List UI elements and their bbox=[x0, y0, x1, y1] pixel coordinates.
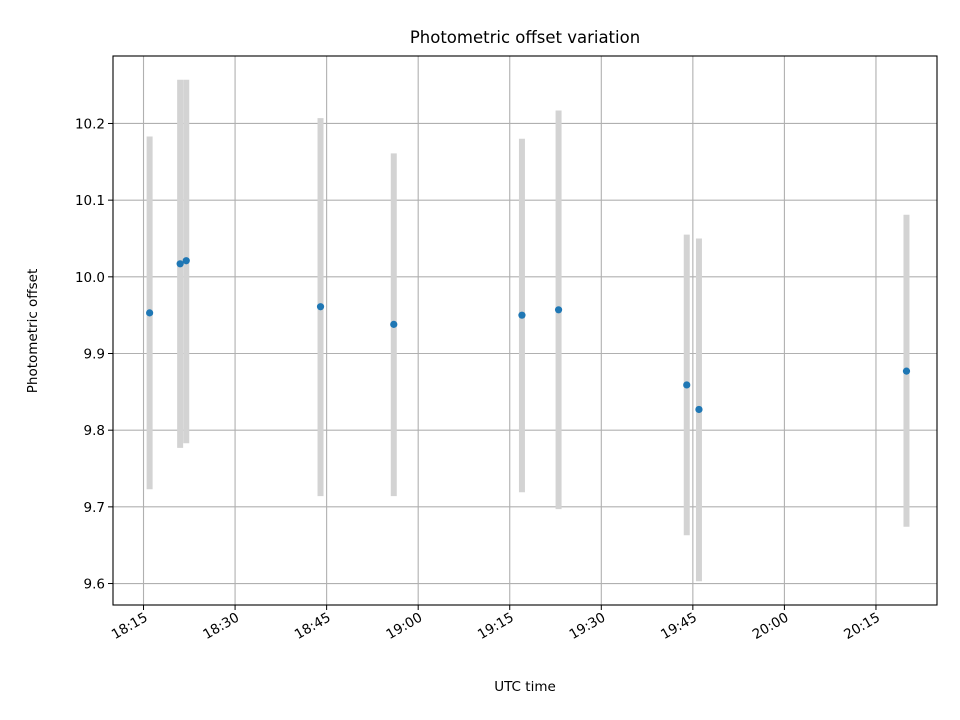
data-point bbox=[902, 367, 911, 375]
y-tick-label: 9.8 bbox=[84, 423, 105, 439]
data-point bbox=[316, 303, 325, 311]
data-point bbox=[683, 381, 691, 389]
y-tick-label: 9.6 bbox=[84, 577, 105, 593]
data-point bbox=[146, 309, 154, 317]
plot-frame bbox=[112, 55, 938, 606]
y-tick-label: 10.0 bbox=[75, 270, 105, 286]
data-point bbox=[554, 306, 563, 314]
y-tick-label: 9.9 bbox=[84, 347, 105, 363]
data-point bbox=[390, 320, 398, 328]
y-tick-label: 10.2 bbox=[75, 116, 105, 132]
plot-area bbox=[113, 56, 937, 605]
grid bbox=[113, 56, 937, 605]
y-tick-label: 9.7 bbox=[84, 500, 105, 516]
y-axis-label: Photometric offset bbox=[25, 269, 41, 393]
data-points bbox=[146, 257, 911, 414]
data-point bbox=[182, 257, 190, 265]
data-point bbox=[176, 260, 184, 268]
x-axis-label: UTC time bbox=[494, 679, 556, 695]
chart-title: Photometric offset variation bbox=[410, 28, 640, 47]
data-point bbox=[518, 311, 526, 319]
y-axis-ticks: 9.6 9.7 9.8 9.9 10.0 10.1 10.2 bbox=[75, 116, 113, 593]
y-tick-label: 10.1 bbox=[75, 193, 105, 209]
data-point bbox=[695, 405, 703, 414]
